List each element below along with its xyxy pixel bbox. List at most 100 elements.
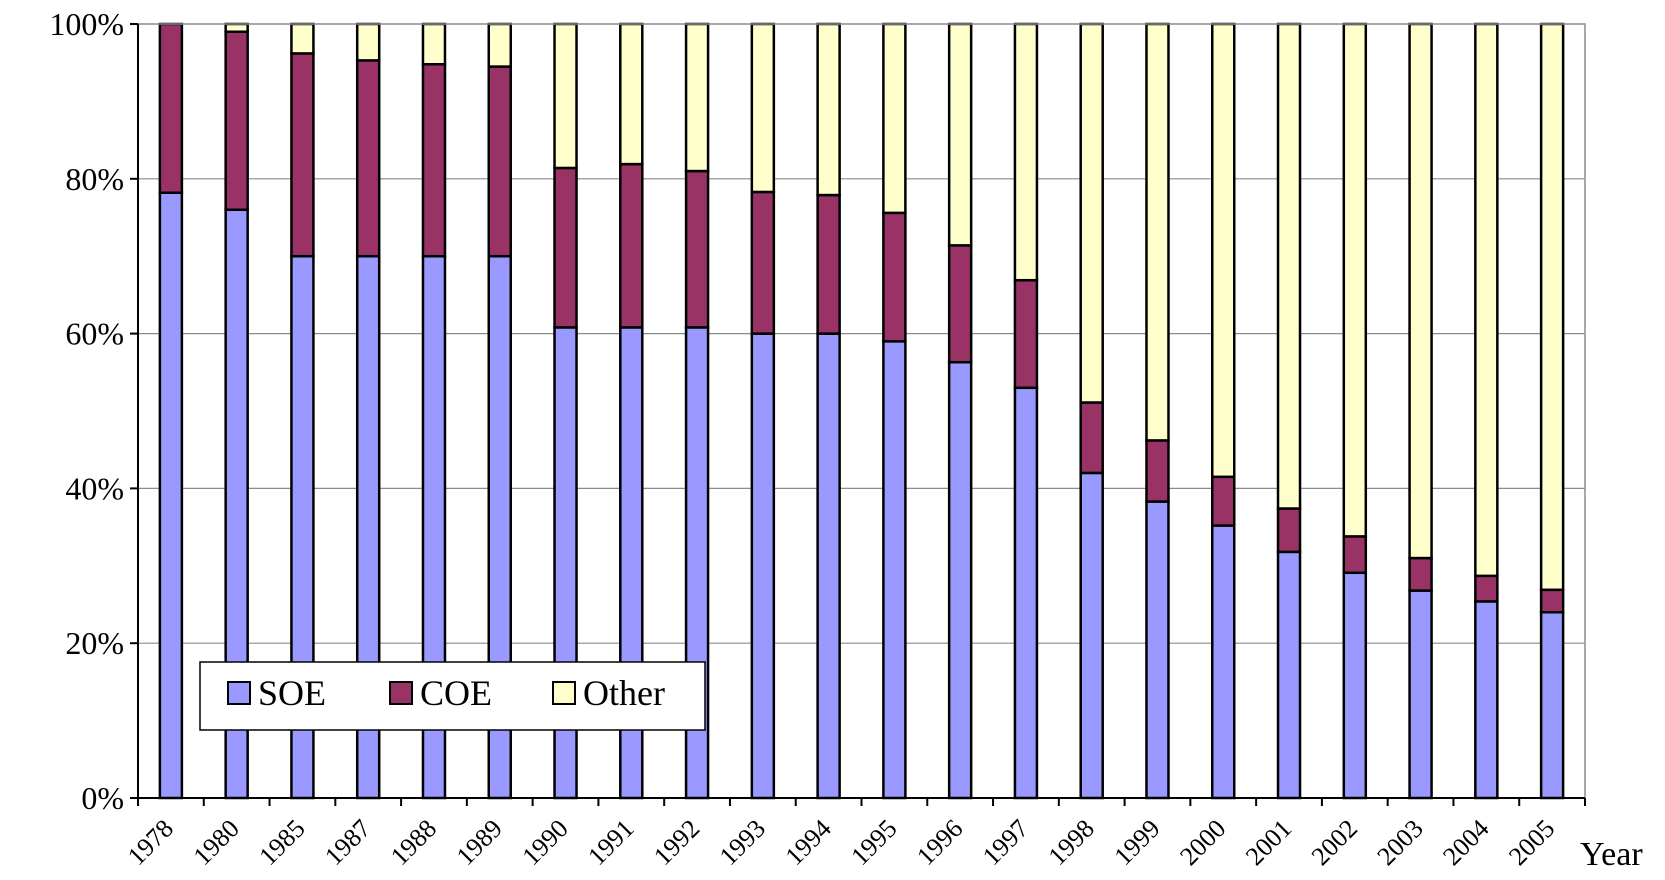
bar-segment-soe-2001: [1276, 550, 1302, 800]
bar-segment-other-2000: [1211, 22, 1236, 479]
bar-segment-other-1985: [290, 22, 315, 55]
bar-segment-coe-1987: [355, 59, 381, 258]
bar-segment-coe-1985: [290, 52, 315, 258]
x-tick-label: 1989: [451, 814, 508, 871]
x-tick-label: 2000: [1174, 814, 1231, 871]
legend-label-coe: COE: [420, 673, 492, 713]
bar-segment-coe-1992: [684, 169, 710, 329]
bar-segment-coe-1989: [487, 65, 512, 258]
bar-segment-coe-2002: [1342, 535, 1368, 575]
bar-segment-other-1991: [619, 22, 644, 166]
y-axis-ticks: 0% 20% 40% 60% 80% 100%: [49, 6, 138, 816]
bar-segment-coe-1988: [421, 62, 447, 258]
bars: [158, 22, 1565, 800]
gridlines: [138, 178, 1585, 644]
bar-segment-coe-1995: [882, 211, 907, 343]
bar-segment-soe-2000: [1211, 524, 1236, 800]
bar-segment-soe-1993: [750, 332, 776, 800]
legend-box: [199, 661, 706, 731]
bar-segment-other-1989: [487, 22, 512, 68]
x-tick-label: 1991: [582, 814, 639, 871]
bar-segment-other-1987: [355, 22, 381, 62]
y-tick-label: 20%: [65, 625, 124, 661]
bar-segment-coe-1993: [750, 190, 776, 335]
bar-segment-other-1993: [750, 22, 776, 194]
bar-segment-coe-1999: [1145, 439, 1170, 503]
bar-segment-soe-1997: [1013, 386, 1039, 800]
x-tick-label: 1999: [1108, 814, 1165, 871]
bar-segment-soe-1978: [158, 191, 184, 800]
x-tick-label: 2003: [1372, 814, 1429, 871]
bar-segment-coe-1996: [947, 244, 973, 364]
legend: SOE COE Other: [199, 661, 706, 731]
bar-segment-coe-1994: [816, 193, 841, 335]
legend-swatch-soe: [227, 681, 251, 705]
bar-segment-other-1980: [224, 22, 249, 33]
bar-segment-coe-2005: [1539, 588, 1565, 614]
bar-segment-coe-1978: [158, 22, 184, 194]
bar-segment-coe-1991: [619, 162, 644, 329]
legend-label-other: Other: [583, 673, 665, 713]
x-tick-label: 1987: [319, 814, 376, 871]
x-tick-label: 1992: [648, 814, 705, 871]
bar-segment-other-2004: [1474, 22, 1499, 578]
x-tick-label: 1978: [122, 814, 179, 871]
y-tick-label: 40%: [65, 470, 124, 506]
bar-segment-other-1999: [1145, 22, 1170, 442]
x-tick-label: 1998: [1043, 814, 1100, 871]
x-tick-label: 1997: [977, 814, 1034, 871]
bar-segment-other-1992: [684, 22, 710, 173]
bar-segment-soe-2005: [1539, 610, 1565, 800]
y-tick-label: 80%: [65, 161, 124, 197]
bar-segment-soe-2004: [1474, 600, 1499, 800]
legend-label-soe: SOE: [258, 673, 326, 713]
x-tick-label: 1995: [845, 814, 902, 871]
bar-segment-soe-1995: [882, 340, 907, 800]
x-tick-label: 2004: [1437, 814, 1494, 871]
bar-segment-soe-1994: [816, 332, 841, 800]
x-tick-label: 1990: [516, 814, 573, 871]
x-axis-ticks: 1978 1980 1985 1987 1988 1989 1990 1991 1992 1993…: [122, 798, 1586, 871]
x-axis-title: Year: [1580, 836, 1643, 873]
bar-segment-other-2003: [1408, 22, 1433, 560]
legend-swatch-coe: [389, 681, 413, 705]
bar-segment-coe-1997: [1013, 278, 1039, 390]
bar-segment-other-1988: [421, 22, 447, 66]
bar-segment-other-1995: [882, 22, 907, 215]
bar-segment-other-2005: [1539, 22, 1565, 592]
x-tick-label: 2002: [1306, 814, 1363, 871]
bar-segment-soe-1999: [1145, 500, 1170, 800]
bar-segment-other-2001: [1276, 22, 1302, 510]
bar-segment-coe-1980: [224, 30, 249, 212]
x-tick-label: 1985: [253, 814, 310, 871]
bar-segment-soe-1996: [947, 360, 973, 800]
y-tick-label: 60%: [65, 316, 124, 352]
x-tick-label: 2005: [1503, 814, 1560, 871]
legend-swatch-other: [552, 681, 576, 705]
x-tick-label: 1988: [385, 814, 442, 871]
bar-segment-other-1997: [1013, 22, 1039, 282]
bar-segment-other-1998: [1079, 22, 1104, 404]
x-tick-label: 1996: [911, 814, 968, 871]
bar-segment-soe-1998: [1079, 471, 1104, 800]
bar-segment-other-2002: [1342, 22, 1368, 538]
x-tick-label: 1994: [780, 814, 837, 871]
bar-segment-coe-1998: [1079, 401, 1104, 475]
x-tick-label: 1993: [714, 814, 771, 871]
bar-segment-soe-2002: [1342, 571, 1368, 800]
y-tick-label: 100%: [49, 6, 124, 42]
x-tick-label: 1980: [188, 814, 245, 871]
bar-segment-coe-2003: [1408, 556, 1433, 592]
bar-segment-other-1990: [553, 22, 578, 170]
bar-segment-other-1994: [816, 22, 841, 197]
bar-segment-soe-2003: [1408, 589, 1433, 800]
bar-segment-coe-2004: [1474, 574, 1499, 603]
bar-segment-other-1996: [947, 22, 973, 247]
y-tick-label: 0%: [81, 780, 124, 816]
bar-segment-coe-2001: [1276, 507, 1302, 554]
x-tick-label: 2001: [1240, 814, 1297, 871]
bar-segment-coe-2000: [1211, 475, 1236, 527]
bar-segment-coe-1990: [553, 166, 578, 329]
